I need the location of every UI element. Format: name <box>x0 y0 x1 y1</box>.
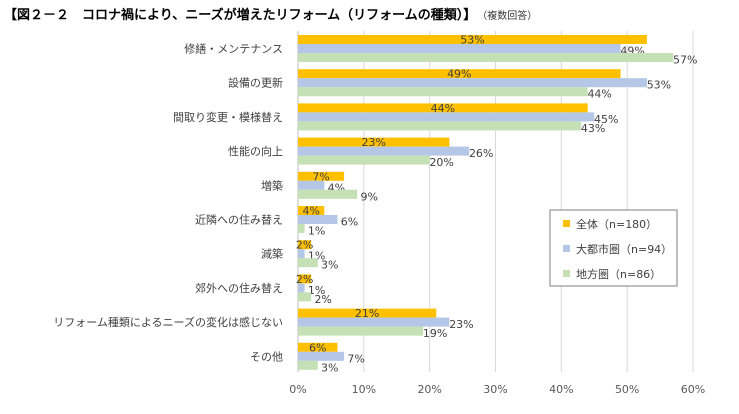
bar <box>298 283 305 293</box>
bar <box>298 249 305 259</box>
category-label: 減築 <box>261 247 283 261</box>
x-tick-label: 0% <box>289 383 306 396</box>
bar <box>298 78 647 88</box>
data-label: 44% <box>431 102 455 115</box>
data-label: 3% <box>321 361 338 374</box>
bar <box>298 326 424 336</box>
bar <box>298 87 588 97</box>
data-label: 6% <box>341 216 358 229</box>
x-tick-label: 20% <box>417 383 441 396</box>
x-tick-label: 30% <box>483 383 507 396</box>
data-label: 1% <box>308 225 325 238</box>
data-label: 20% <box>429 156 453 169</box>
category-label: リフォーム種類によるニーズの変化は感じない <box>53 315 283 329</box>
category-label: 設備の更新 <box>228 76 283 90</box>
data-label: 23% <box>449 318 473 331</box>
data-label: 2% <box>296 239 313 252</box>
bar <box>298 224 305 233</box>
bar <box>298 146 470 156</box>
legend-label: 大都市圏（n=94） <box>576 242 672 256</box>
data-label: 26% <box>469 147 493 160</box>
data-label: 21% <box>355 307 379 320</box>
bar <box>298 308 437 318</box>
bar <box>298 53 674 62</box>
category-label: 性能の向上 <box>228 144 283 158</box>
data-label: 3% <box>321 259 338 272</box>
bar <box>298 103 588 113</box>
data-label: 4% <box>302 205 319 218</box>
data-label: 53% <box>647 79 671 92</box>
bar <box>298 351 345 361</box>
legend <box>549 209 678 287</box>
category-label: その他 <box>250 350 283 363</box>
data-label: 44% <box>587 88 611 101</box>
bar <box>298 342 338 352</box>
data-label: 45% <box>594 113 618 126</box>
data-label: 53% <box>460 34 484 47</box>
bar <box>298 317 450 327</box>
bar <box>298 180 325 190</box>
data-label: 2% <box>314 293 331 306</box>
data-label: 1% <box>308 284 325 297</box>
category-label: 間取り変更・模様替え <box>173 110 283 124</box>
bar <box>298 274 312 284</box>
data-label: 2% <box>296 273 313 286</box>
data-label: 49% <box>447 68 471 81</box>
category-label: 増築 <box>261 178 283 192</box>
category-label: 修繕・メンテナンス <box>184 42 283 56</box>
data-label: 6% <box>309 341 326 354</box>
bar <box>298 137 450 147</box>
bar <box>298 155 430 165</box>
bar <box>298 360 318 370</box>
category-label: 近隣への住み替え <box>195 213 283 227</box>
legend-label: 地方圏（n=86） <box>576 267 661 281</box>
data-label: 57% <box>673 54 697 67</box>
bar <box>298 112 595 122</box>
x-tick-label: 40% <box>549 383 573 396</box>
bar <box>298 35 647 44</box>
bar <box>298 240 312 250</box>
x-tick-label: 10% <box>352 383 376 396</box>
bar <box>298 171 345 181</box>
legend-swatch <box>563 220 570 227</box>
x-tick-label: 60% <box>681 383 705 396</box>
chart-title: 【図２－２ コロナ禍により、ニーズが増えたリフォーム（リフォームの種類）】 （複数… <box>4 8 538 23</box>
data-label: 19% <box>423 327 447 340</box>
bar <box>298 69 621 79</box>
bar <box>298 189 358 199</box>
bar <box>298 44 621 53</box>
bar <box>298 258 318 268</box>
data-label: 23% <box>361 136 385 149</box>
chart-subtitle: （複数回答） <box>482 11 538 22</box>
bar <box>298 292 312 302</box>
legend-swatch <box>563 245 570 252</box>
bar <box>298 215 338 224</box>
x-tick-label: 50% <box>615 383 639 396</box>
bar <box>298 121 582 131</box>
bar <box>298 206 325 215</box>
legend-swatch <box>563 270 570 277</box>
data-label: 9% <box>361 190 378 203</box>
data-label: 7% <box>312 170 329 183</box>
data-label: 43% <box>581 122 605 135</box>
category-label: 郊外への住み替え <box>195 281 283 295</box>
legend-label: 全体（n=180） <box>576 217 657 231</box>
data-label: 7% <box>347 352 364 365</box>
